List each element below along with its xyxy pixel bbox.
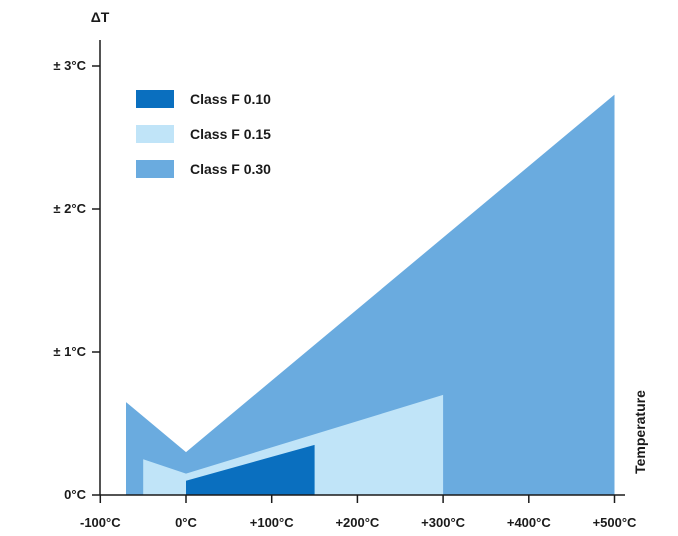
x-tick-label: 0°C (175, 515, 197, 530)
area-class-f-0-30 (126, 94, 615, 495)
legend-label: Class F 0.10 (190, 91, 271, 107)
x-axis-title: Temperature (632, 390, 648, 474)
y-axis-title: ΔT (91, 9, 110, 25)
series-areas (126, 94, 615, 495)
legend-label: Class F 0.30 (190, 161, 271, 177)
area-class-f-0-10 (186, 444, 315, 495)
x-tick-label: +500°C (593, 515, 637, 530)
legend-swatch (136, 125, 174, 143)
legend-swatch (136, 90, 174, 108)
legend-swatch (136, 160, 174, 178)
x-axis-ticks: -100°C 0°C +100°C +200°C +300°C +400°C +500°C (80, 495, 637, 530)
y-axis-ticks: 0°C ± 1°C ± 2°C ± 3°C (53, 58, 100, 502)
x-tick-label: -100°C (80, 515, 121, 530)
x-tick-label: +300°C (421, 515, 465, 530)
x-tick-label: +200°C (335, 515, 379, 530)
y-tick-label: ± 2°C (53, 201, 86, 216)
y-tick-label: ± 1°C (53, 344, 86, 359)
x-tick-label: +400°C (507, 515, 551, 530)
x-tick-label: +100°C (250, 515, 294, 530)
area-class-f-0-15 (143, 394, 444, 495)
legend-label: Class F 0.15 (190, 126, 271, 142)
y-tick-label: 0°C (64, 487, 86, 502)
y-tick-label: ± 3°C (53, 58, 86, 73)
legend: Class F 0.10 Class F 0.15 Class F 0.30 (136, 90, 271, 178)
